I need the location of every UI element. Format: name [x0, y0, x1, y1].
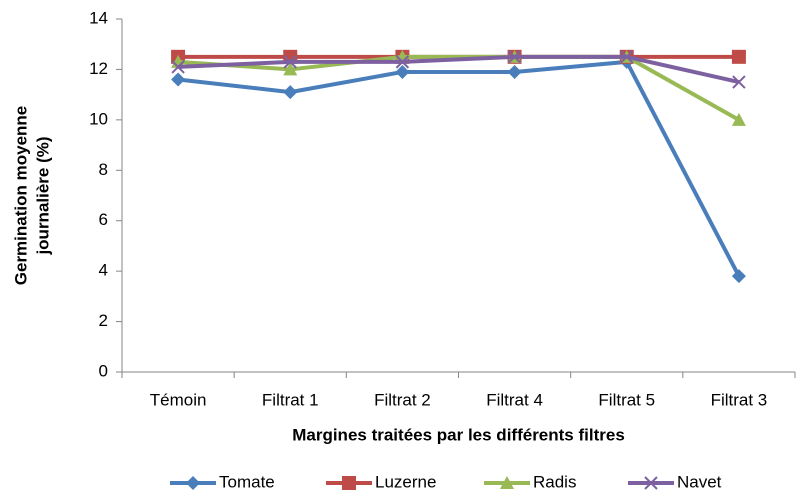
data-point	[731, 49, 746, 64]
legend-label: Radis	[533, 472, 576, 491]
y-tick-label: 0	[99, 361, 108, 380]
data-point	[507, 50, 522, 64]
x-axis-title: Margines traitées par les différents fil…	[292, 425, 625, 444]
x-tick-label: Filtrat 4	[486, 390, 543, 409]
data-point	[620, 50, 634, 64]
series-line	[177, 59, 741, 278]
legend-marker	[500, 476, 514, 489]
x-tick-label: Filtrat 3	[711, 390, 768, 409]
series-line	[177, 54, 740, 84]
data-point	[731, 269, 746, 284]
legend-label: Navet	[677, 472, 722, 491]
legend-marker	[186, 476, 200, 490]
series-line	[177, 54, 740, 122]
data-point	[283, 62, 298, 76]
x-tick-label: Filtrat 5	[598, 390, 655, 409]
y-tick-label: 2	[99, 311, 108, 330]
y-tick-label: 8	[99, 160, 108, 179]
y-tick-label: 14	[89, 8, 108, 27]
x-tick-label: Témoin	[150, 390, 207, 409]
legend-label: Luzerne	[375, 472, 436, 491]
x-tick-label: Filtrat 2	[374, 390, 431, 409]
legend-marker	[342, 476, 356, 490]
data-point	[283, 85, 298, 100]
data-point	[731, 112, 746, 126]
legend-marker	[644, 476, 658, 490]
y-tick-label: 6	[99, 210, 108, 229]
y-tick-label: 12	[89, 59, 108, 78]
y-tick-label: 4	[99, 261, 108, 280]
data-point	[171, 60, 185, 74]
data-point	[507, 64, 522, 79]
data-point	[395, 55, 410, 69]
data-point	[171, 72, 186, 87]
y-axis-title: Germination moyenne	[11, 106, 30, 285]
y-axis-title: journalière (%)	[33, 136, 52, 255]
y-tick-label: 10	[89, 109, 108, 128]
data-point	[732, 75, 746, 89]
legend-label: Tomate	[219, 472, 275, 491]
x-tick-label: Filtrat 1	[262, 390, 319, 409]
data-point	[395, 64, 410, 79]
data-point	[283, 55, 297, 69]
